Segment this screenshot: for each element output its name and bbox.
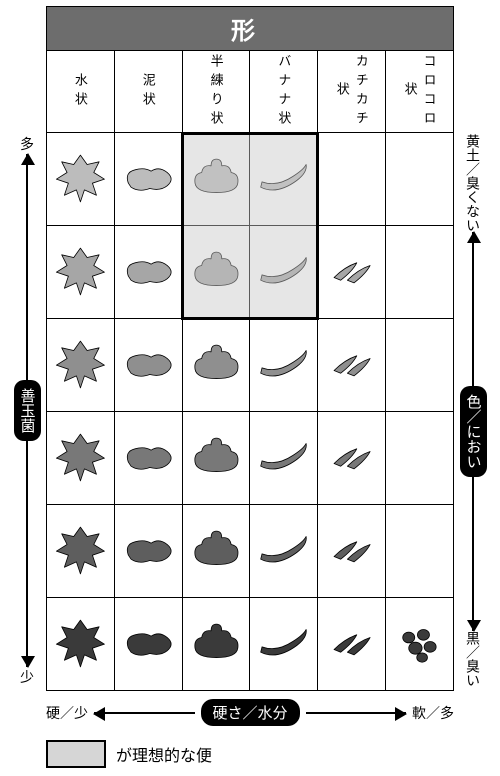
grid-cell xyxy=(114,412,182,505)
col-header: 水状 xyxy=(47,51,115,133)
blob-icon xyxy=(115,505,182,592)
grid-wrap: 多 善玉菌 少 水状泥状半練り状バナナ状カチカチ状コロコロ状 xyxy=(8,50,492,691)
grid-cell xyxy=(182,319,250,412)
bottom-axis-label: 硬さ／水分 xyxy=(201,699,300,726)
swirl-icon xyxy=(183,133,250,220)
grid-cell xyxy=(250,226,318,319)
banana-icon xyxy=(250,598,317,685)
splat-icon xyxy=(47,505,114,592)
left-axis-bottom: 少 xyxy=(20,667,34,687)
blob-icon xyxy=(115,412,182,499)
right-axis: 黄土／臭くない 色／におい 黒／臭い xyxy=(454,50,492,691)
grid-cell xyxy=(114,226,182,319)
left-axis-top: 多 xyxy=(20,134,34,154)
col-header: コロコロ状 xyxy=(386,51,454,133)
banana-icon xyxy=(250,226,317,313)
grid-cell xyxy=(318,598,386,691)
splat-icon xyxy=(47,133,114,220)
legend-swatch xyxy=(46,740,106,768)
slivers-icon xyxy=(318,598,385,685)
grid-cell xyxy=(47,412,115,505)
pellets-icon xyxy=(386,598,453,685)
grid-cell xyxy=(182,505,250,598)
grid-cell xyxy=(386,505,454,598)
col-header: 泥状 xyxy=(114,51,182,133)
grid-cell xyxy=(386,133,454,226)
bottom-axis-left: 硬／少 xyxy=(46,703,88,723)
grid-cell xyxy=(114,319,182,412)
splat-icon xyxy=(47,226,114,313)
blob-icon xyxy=(115,226,182,313)
grid-holder: 水状泥状半練り状バナナ状カチカチ状コロコロ状 xyxy=(46,50,454,691)
right-axis-bottom: 黒／臭い xyxy=(463,631,483,687)
swirl-icon xyxy=(183,226,250,313)
grid-cell xyxy=(318,226,386,319)
left-axis: 多 善玉菌 少 xyxy=(8,50,46,691)
grid-cell xyxy=(47,598,115,691)
banana-icon xyxy=(250,505,317,592)
grid-cell xyxy=(250,412,318,505)
right-axis-top: 黄土／臭くない xyxy=(463,134,483,232)
left-axis-label: 善玉菌 xyxy=(14,380,41,441)
grid-cell xyxy=(386,226,454,319)
legend: が理想的な便 xyxy=(46,740,492,768)
grid-cell xyxy=(318,133,386,226)
grid-cell xyxy=(250,319,318,412)
slivers-icon xyxy=(318,226,385,313)
grid-cell xyxy=(386,598,454,691)
splat-icon xyxy=(47,319,114,406)
grid-cell xyxy=(386,319,454,412)
grid-cell xyxy=(47,226,115,319)
blob-icon xyxy=(115,133,182,220)
slivers-icon xyxy=(318,412,385,499)
banana-icon xyxy=(250,319,317,406)
col-header: バナナ状 xyxy=(250,51,318,133)
bottom-axis-right: 軟／多 xyxy=(412,703,454,723)
splat-icon xyxy=(47,598,114,685)
slivers-icon xyxy=(318,319,385,406)
swirl-icon xyxy=(183,319,250,406)
swirl-icon xyxy=(183,412,250,499)
slivers-icon xyxy=(318,505,385,592)
arrow-down-icon xyxy=(472,477,474,631)
right-axis-label: 色／におい xyxy=(460,386,487,477)
grid-cell xyxy=(318,412,386,505)
arrow-right-icon xyxy=(306,712,407,714)
grid-cell xyxy=(114,598,182,691)
arrow-up-icon xyxy=(26,154,28,380)
arrow-up-icon xyxy=(472,232,474,386)
grid-cell xyxy=(182,133,250,226)
col-header: 半練り状 xyxy=(182,51,250,133)
arrow-left-icon xyxy=(94,712,195,714)
swirl-icon xyxy=(183,598,250,685)
splat-icon xyxy=(47,412,114,499)
grid-cell xyxy=(250,505,318,598)
legend-text: が理想的な便 xyxy=(116,742,212,766)
swirl-icon xyxy=(183,505,250,592)
grid-cell xyxy=(250,133,318,226)
grid-cell xyxy=(182,598,250,691)
grid-cell xyxy=(250,598,318,691)
grid-cell xyxy=(114,505,182,598)
grid-cell xyxy=(386,412,454,505)
blob-icon xyxy=(115,598,182,685)
stool-grid: 水状泥状半練り状バナナ状カチカチ状コロコロ状 xyxy=(46,50,454,691)
grid-cell xyxy=(318,319,386,412)
blob-icon xyxy=(115,319,182,406)
chart-title: 形 xyxy=(46,6,454,50)
banana-icon xyxy=(250,133,317,220)
grid-cell xyxy=(47,505,115,598)
banana-icon xyxy=(250,412,317,499)
arrow-down-icon xyxy=(26,441,28,667)
grid-cell xyxy=(182,412,250,505)
grid-cell xyxy=(182,226,250,319)
bottom-axis: 硬／少 硬さ／水分 軟／多 xyxy=(46,699,454,726)
grid-cell xyxy=(47,133,115,226)
grid-cell xyxy=(47,319,115,412)
grid-cell xyxy=(318,505,386,598)
stool-chart: 形 多 善玉菌 少 水状泥状半練り状バナナ状カチカチ状コロコロ状 xyxy=(0,0,500,776)
grid-cell xyxy=(114,133,182,226)
col-header: カチカチ状 xyxy=(318,51,386,133)
